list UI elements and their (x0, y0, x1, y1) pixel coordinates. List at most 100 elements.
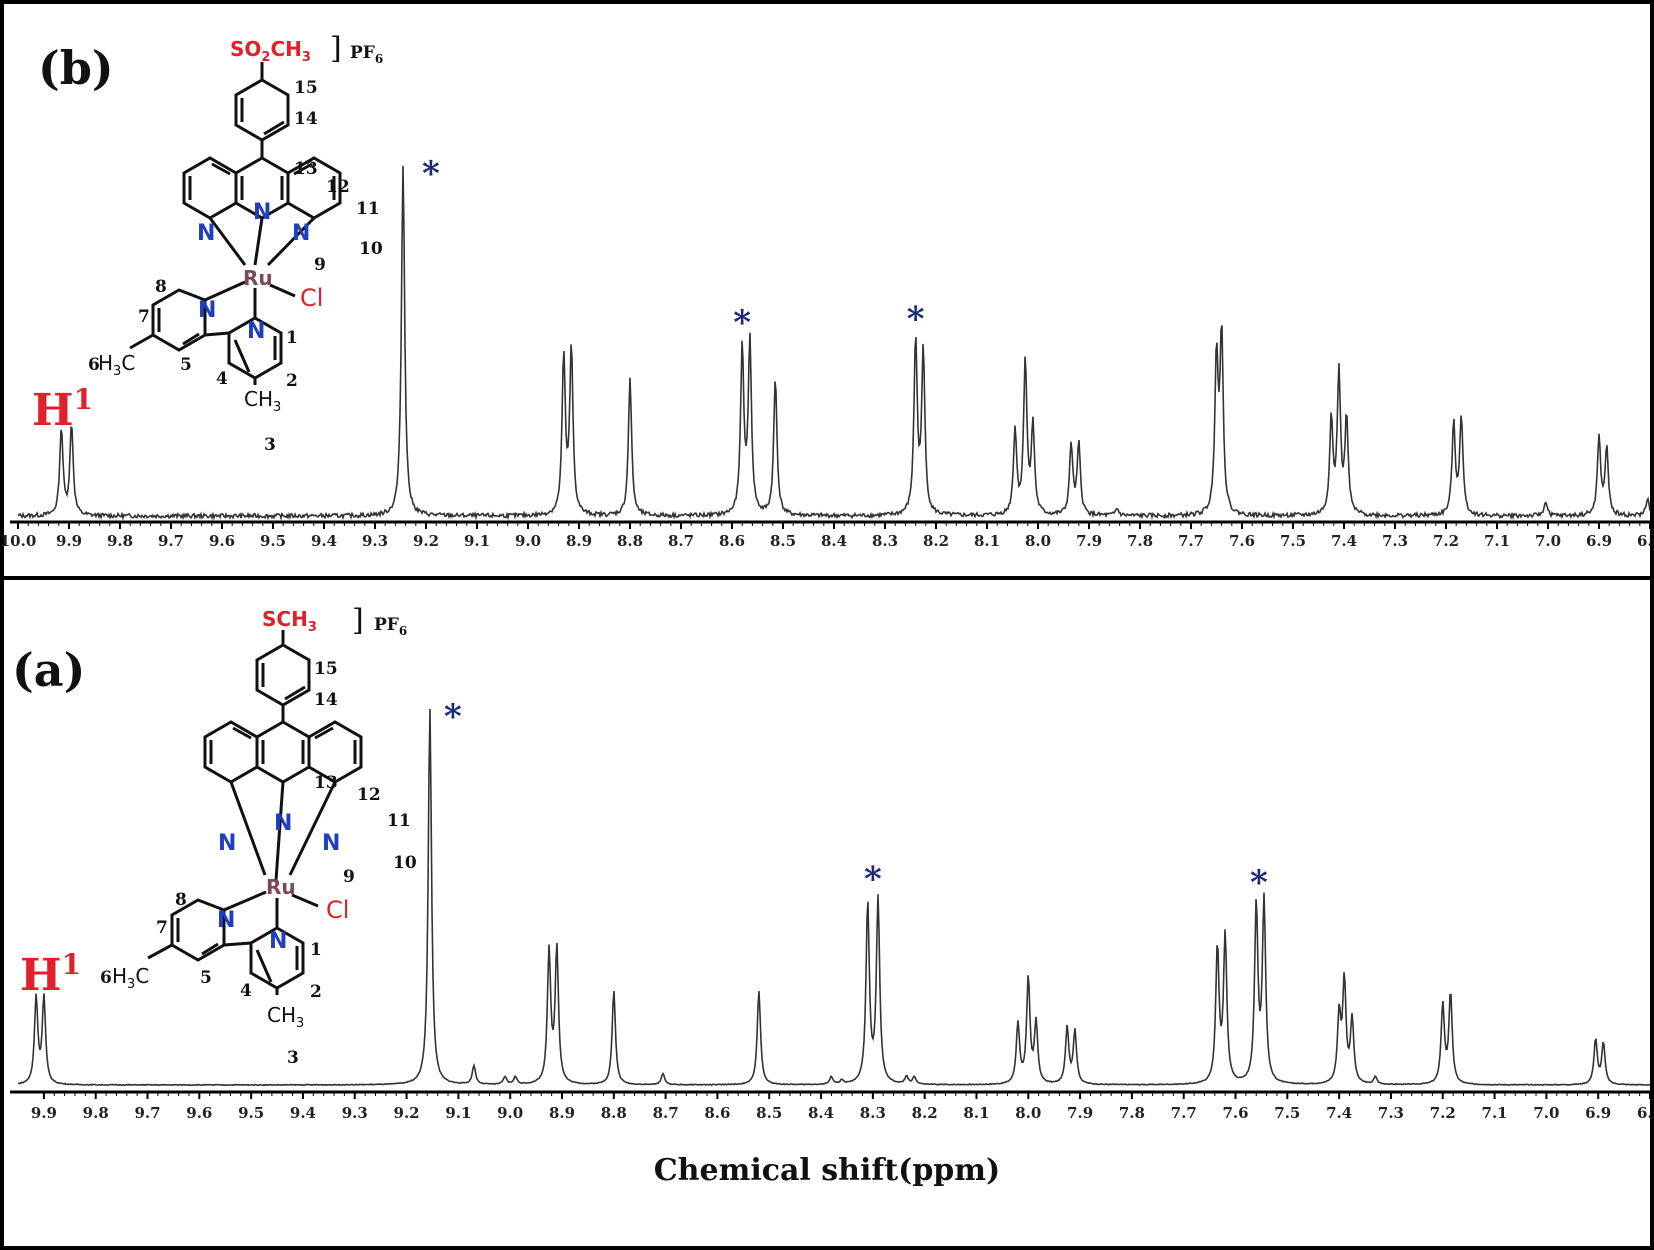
svg-text:H1: H1 (20, 948, 81, 1001)
x-tick-label: 7.3 (1378, 1104, 1404, 1122)
x-tick-label: 9.5 (260, 532, 286, 550)
atom-num-14-b: 14 (294, 109, 318, 129)
x-tick-label: 7.1 (1482, 1104, 1508, 1122)
spectrum-trace-a (17, 708, 1651, 1087)
n-atom-left-b: N (197, 221, 215, 246)
counterion-b: PF6 (350, 43, 383, 66)
x-tick-label: 9.8 (83, 1104, 109, 1122)
x-tick-label: 8.4 (808, 1104, 834, 1122)
x-tick-label: 6.9 (1585, 1104, 1611, 1122)
star-markers-b: * * * (422, 154, 925, 343)
x-tick-label: 9.6 (186, 1104, 212, 1122)
x-tick-label: 8.3 (872, 532, 898, 550)
x-tick-label: 8.8 (617, 532, 643, 550)
methyl-left-a: H3C (112, 964, 149, 992)
atom-num-5-a: 5 (200, 968, 212, 988)
atom-num-11-b: 11 (356, 199, 380, 219)
atom-num-11-a: 11 (387, 811, 411, 831)
x-tick-label: 7.5 (1280, 532, 1306, 550)
atom-num-3-b: 3 (264, 435, 276, 455)
atom-num-8-a: 8 (175, 890, 187, 910)
n-atom-bpy1-b: N (198, 298, 216, 323)
n-atom-bpy1-a: N (217, 908, 235, 933)
counterion-a: PF6 (374, 615, 407, 638)
x-tick-label: 9.6 (209, 532, 235, 550)
x-tick-label: 9.8 (107, 532, 133, 550)
peak-star-marker: * (1250, 863, 1268, 903)
x-tick-label: 8.4 (821, 532, 847, 550)
cl-atom-b: Cl (300, 284, 323, 312)
x-tick-label: 7.5 (1274, 1104, 1300, 1122)
x-tick-label: 9.0 (515, 532, 541, 550)
x-tick-label: 9.2 (394, 1104, 420, 1122)
panel-label-b: (b) (38, 41, 114, 95)
atom-num-15-a: 15 (314, 659, 338, 679)
h1-letter-a: H (20, 950, 62, 1001)
x-tick-label: 8.2 (912, 1104, 938, 1122)
spectrum-trace-b (17, 165, 1651, 521)
x-tick-label: 8.7 (653, 1104, 679, 1122)
n-atom-right-a: N (322, 831, 340, 856)
x-tick-label: 9.9 (56, 532, 82, 550)
star-markers-a: * * * (444, 697, 1268, 903)
x-tick-label: 9.1 (464, 532, 490, 550)
structure-b (129, 62, 342, 385)
x-tick-label: 7.0 (1535, 532, 1561, 550)
atom-num-14-a: 14 (314, 690, 338, 710)
x-tick-label: 8.3 (860, 1104, 886, 1122)
x-tick-label: 9.9 (31, 1104, 57, 1122)
x-tick-label: 8.9 (566, 532, 592, 550)
n-atom-right-b: N (292, 221, 310, 246)
methyl-left-b: H3C (98, 351, 135, 379)
peak-star-marker: * (444, 697, 462, 737)
x-tick-label: 8.0 (1025, 532, 1051, 550)
atom-num-12-a: 12 (357, 785, 381, 805)
x-axis-title: Chemical shift(ppm) (654, 1153, 1000, 1188)
h1-label-a: H1 (20, 948, 81, 1001)
n-atom-bpy2-a: N (269, 929, 287, 954)
ru-atom-a: Ru (266, 875, 296, 899)
x-tick-label: 8.0 (1015, 1104, 1041, 1122)
x-tick-label: 9.2 (413, 532, 439, 550)
x-tick-label: 9.5 (238, 1104, 264, 1122)
x-tick-label: 7.2 (1433, 532, 1459, 550)
panel-label-a: (a) (12, 643, 85, 697)
x-tick-label: 8.7 (668, 532, 694, 550)
x-tick-label: 7.2 (1430, 1104, 1456, 1122)
atom-num-7-a: 7 (156, 918, 168, 938)
x-tick-label: 7.6 (1229, 532, 1255, 550)
x-tick-label: 8.6 (704, 1104, 730, 1122)
peak-star-marker: * (907, 300, 925, 340)
svg-text:H1: H1 (32, 383, 93, 436)
bracket-b: ] (330, 31, 342, 66)
panel-b: (b) H1 10.0 9.9 9.8 9.7 9.6 9.5 9.4 9.3 9.2 9.1 9.… (0, 31, 1654, 550)
atom-num-10-a: 10 (393, 853, 417, 873)
atom-num-13-a: 13 (314, 773, 338, 793)
ru-atom-b: Ru (243, 266, 273, 290)
x-tick-label: 6.8 (1637, 1104, 1654, 1122)
x-tick-label: 7.0 (1533, 1104, 1559, 1122)
x-tick-label: 9.7 (134, 1104, 160, 1122)
bracket-a: ] (352, 603, 364, 638)
panel-a: (a) H1 9.9 9.8 9.7 9.6 9.5 9.4 9.3 9.2 9.1 9.0 8.9… (10, 603, 1654, 1122)
atom-num-3-a: 3 (287, 1048, 299, 1068)
peak-star-marker: * (864, 859, 882, 899)
n-atom-central-b: N (253, 200, 271, 225)
atom-num-4-b: 4 (216, 369, 228, 389)
x-tick-label: 7.3 (1382, 532, 1408, 550)
x-tick-label: 7.4 (1331, 532, 1357, 550)
atom-num-1-b: 1 (286, 328, 298, 348)
structure-labels-b: SO2CH3 ] PF6 15 14 13 12 11 10 9 8 7 6 5… (88, 31, 383, 455)
h1-label-b: H1 (32, 383, 93, 436)
x-ticks-b: 10.0 9.9 9.8 9.7 9.6 9.5 9.4 9.3 9.2 9.1 9.0 8.9 8.8… (0, 522, 1654, 550)
h1-sup-b: 1 (74, 383, 93, 416)
atom-num-1-a: 1 (310, 940, 322, 960)
substituent-b: SO2CH3 (230, 37, 311, 65)
atom-num-6-a: 6 (100, 968, 112, 988)
h1-letter-b: H (32, 385, 74, 436)
atom-num-5-b: 5 (180, 355, 192, 375)
atom-num-6-b: 6 (88, 355, 100, 375)
x-tick-label: 7.4 (1326, 1104, 1352, 1122)
